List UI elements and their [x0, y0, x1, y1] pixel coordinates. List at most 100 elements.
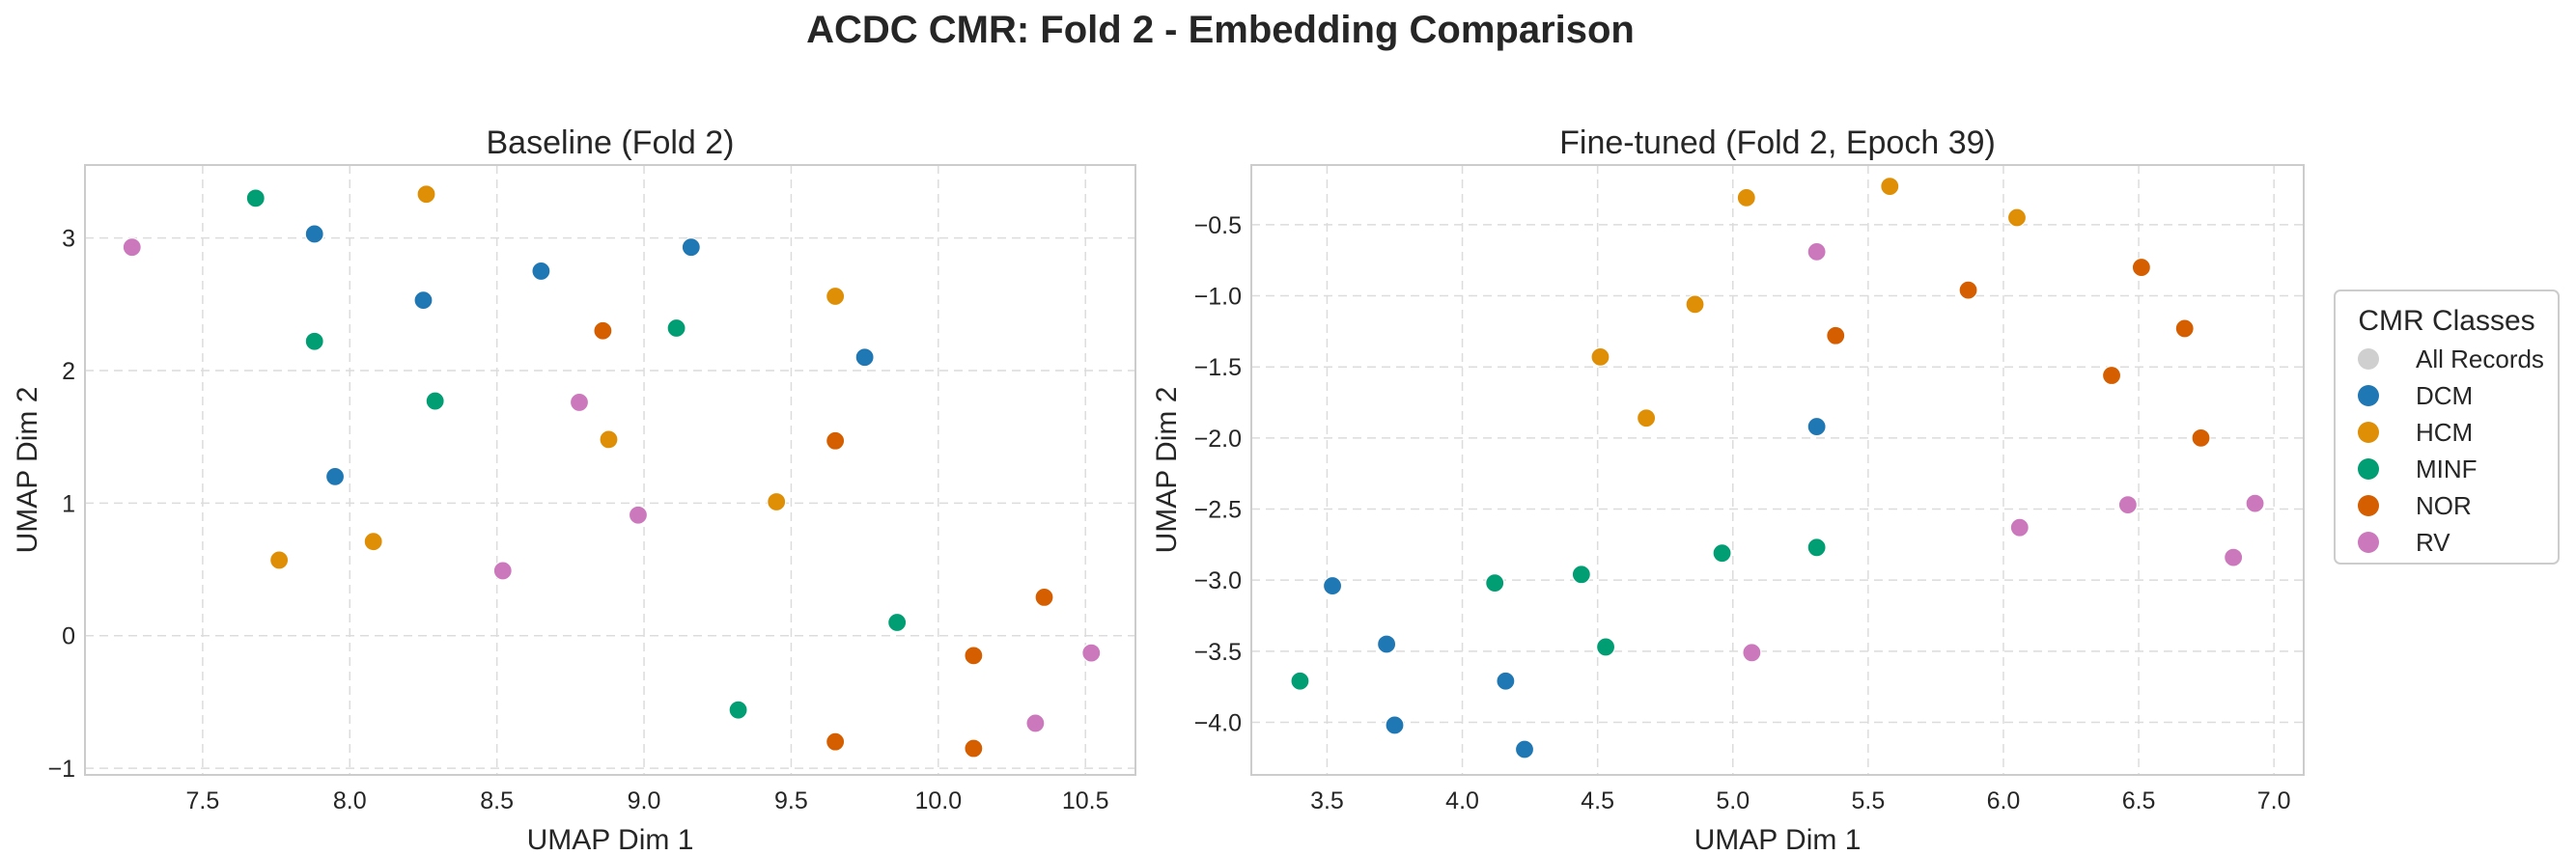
finetuned-point-rv — [2245, 493, 2265, 513]
baseline-point-nor — [593, 320, 613, 341]
baseline-point-dcm — [304, 224, 324, 244]
legend-marker-all-records — [2358, 348, 2379, 370]
finetuned-point-rv — [1806, 241, 1827, 262]
baseline-x-tick-label: 7.5 — [186, 787, 220, 814]
baseline-x-tick-label: 8.0 — [333, 787, 367, 814]
baseline-plot-frame — [84, 164, 1136, 776]
baseline-point-minf — [728, 700, 748, 720]
baseline-point-rv — [1081, 643, 1102, 663]
finetuned-y-axis-label: UMAP Dim 2 — [1151, 387, 1183, 554]
finetuned-point-hcm — [1736, 187, 1756, 207]
baseline-x-tick-label: 10.5 — [1062, 787, 1109, 814]
finetuned-x-tick-labels: 3.5 4.0 4.5 5.0 5.5 6.0 6.5 7.0 — [1310, 787, 2290, 814]
baseline-point-dcm — [531, 261, 551, 282]
legend-label: NOR — [2416, 491, 2472, 520]
finetuned-point-minf — [1595, 637, 1616, 657]
finetuned-point-rv — [1742, 643, 1762, 663]
baseline-x-tick-label: 9.0 — [628, 787, 661, 814]
baseline-y-tick-labels: −1 0 1 2 3 — [47, 226, 75, 784]
baseline-panel-title: Baseline (Fold 2) — [486, 124, 734, 161]
baseline-y-tick-label: 2 — [62, 358, 75, 385]
baseline-y-axis-label: UMAP Dim 2 — [12, 387, 43, 554]
legend-marker-rv — [2358, 532, 2379, 553]
baseline-point-minf — [666, 317, 686, 339]
baseline-point-rv — [122, 237, 142, 258]
finetuned-x-tick-label: 4.0 — [1445, 787, 1479, 814]
baseline-point-dcm — [681, 237, 701, 258]
finetuned-y-tick-label: −0.5 — [1194, 212, 1242, 239]
finetuned-point-minf — [1806, 538, 1827, 558]
baseline-point-rv — [628, 505, 649, 525]
baseline-y-tick-label: 1 — [62, 490, 75, 517]
baseline-point-hcm — [416, 184, 436, 205]
finetuned-point-rv — [2117, 494, 2138, 515]
finetuned-point-hcm — [1880, 176, 1900, 197]
finetuned-x-tick-label: 5.5 — [1851, 787, 1885, 814]
baseline-point-dcm — [854, 347, 875, 368]
finetuned-point-nor — [2174, 318, 2195, 339]
legend-marker-hcm — [2358, 422, 2379, 443]
baseline-x-tick-label: 8.5 — [480, 787, 514, 814]
finetuned-point-rv — [2009, 517, 2030, 538]
baseline-point-hcm — [767, 491, 787, 512]
legend-frame — [2334, 290, 2560, 565]
baseline-point-hcm — [363, 532, 383, 552]
finetuned-point-nor — [2131, 257, 2151, 278]
baseline-point-dcm — [413, 290, 434, 311]
baseline-point-nor — [826, 430, 846, 451]
finetuned-point-hcm — [1685, 294, 1705, 315]
legend-label: MINF — [2416, 455, 2478, 483]
baseline-point-minf — [887, 612, 908, 633]
figure-title: ACDC CMR: Fold 2 - Embedding Comparison — [806, 9, 1635, 51]
legend-label: RV — [2416, 528, 2450, 557]
finetuned-y-tick-labels: −4.0 −3.5 −3.0 −2.5 −2.0 −1.5 −1.0 −0.5 — [1194, 212, 1242, 737]
baseline-x-tick-labels: 7.5 8.0 8.5 9.0 9.5 10.0 10.5 — [186, 787, 1109, 814]
baseline-x-tick-label: 10.0 — [914, 787, 962, 814]
finetuned-point-dcm — [1322, 575, 1343, 596]
finetuned-point-minf — [1571, 565, 1591, 585]
baseline-panel: 7.5 8.0 8.5 9.0 9.5 10.0 10.5 −1 0 1 2 3 Baseline … — [12, 124, 1136, 855]
legend-label: HCM — [2416, 418, 2473, 447]
legend-label: All Records — [2416, 345, 2544, 373]
legend-marker-dcm — [2358, 385, 2379, 406]
baseline-point-hcm — [269, 550, 290, 570]
finetuned-point-minf — [1290, 671, 1310, 691]
finetuned-point-minf — [1712, 543, 1732, 564]
finetuned-plot-frame — [1250, 164, 2305, 776]
finetuned-point-dcm — [1385, 715, 1405, 735]
baseline-grid — [85, 165, 1135, 775]
baseline-x-axis-label: UMAP Dim 1 — [527, 824, 694, 855]
baseline-point-minf — [425, 391, 445, 411]
finetuned-x-tick-label: 6.0 — [1987, 787, 2021, 814]
baseline-point-nor — [964, 738, 984, 758]
finetuned-panel: 3.5 4.0 4.5 5.0 5.5 6.0 6.5 7.0 −4.0 −3.5 −3.0 −2.… — [1151, 124, 2305, 855]
finetuned-point-hcm — [2006, 207, 2028, 228]
finetuned-point-dcm — [1806, 416, 1827, 437]
finetuned-point-nor — [2101, 365, 2122, 386]
finetuned-panel-title: Fine-tuned (Fold 2, Epoch 39) — [1559, 124, 1996, 161]
baseline-point-rv — [492, 561, 513, 581]
finetuned-x-tick-label: 4.5 — [1581, 787, 1614, 814]
baseline-point-nor — [1034, 587, 1054, 607]
finetuned-y-tick-label: −3.0 — [1194, 567, 1242, 594]
baseline-y-tick-label: −1 — [47, 756, 75, 783]
baseline-point-hcm — [826, 286, 846, 307]
finetuned-x-tick-label: 3.5 — [1310, 787, 1344, 814]
finetuned-y-tick-label: −4.0 — [1194, 709, 1242, 736]
baseline-y-tick-label: 3 — [62, 226, 75, 253]
finetuned-point-minf — [1485, 573, 1505, 593]
legend: CMR Classes All Records DCM HCM MINF NOR RV — [2334, 290, 2560, 565]
baseline-point-dcm — [324, 466, 346, 486]
baseline-point-nor — [826, 731, 846, 752]
baseline-point-minf — [304, 331, 324, 351]
legend-marker-nor — [2358, 495, 2379, 516]
finetuned-y-tick-label: −1.5 — [1194, 354, 1242, 381]
legend-title: CMR Classes — [2358, 305, 2534, 337]
finetuned-x-tick-label: 5.0 — [1716, 787, 1750, 814]
finetuned-y-tick-label: −2.5 — [1194, 497, 1242, 524]
finetuned-y-tick-label: −3.5 — [1194, 639, 1242, 666]
legend-entries: All Records DCM HCM MINF NOR RV — [2358, 345, 2544, 557]
finetuned-x-tick-label: 7.0 — [2257, 787, 2291, 814]
finetuned-points — [1290, 176, 2265, 759]
finetuned-point-hcm — [1637, 408, 1657, 428]
